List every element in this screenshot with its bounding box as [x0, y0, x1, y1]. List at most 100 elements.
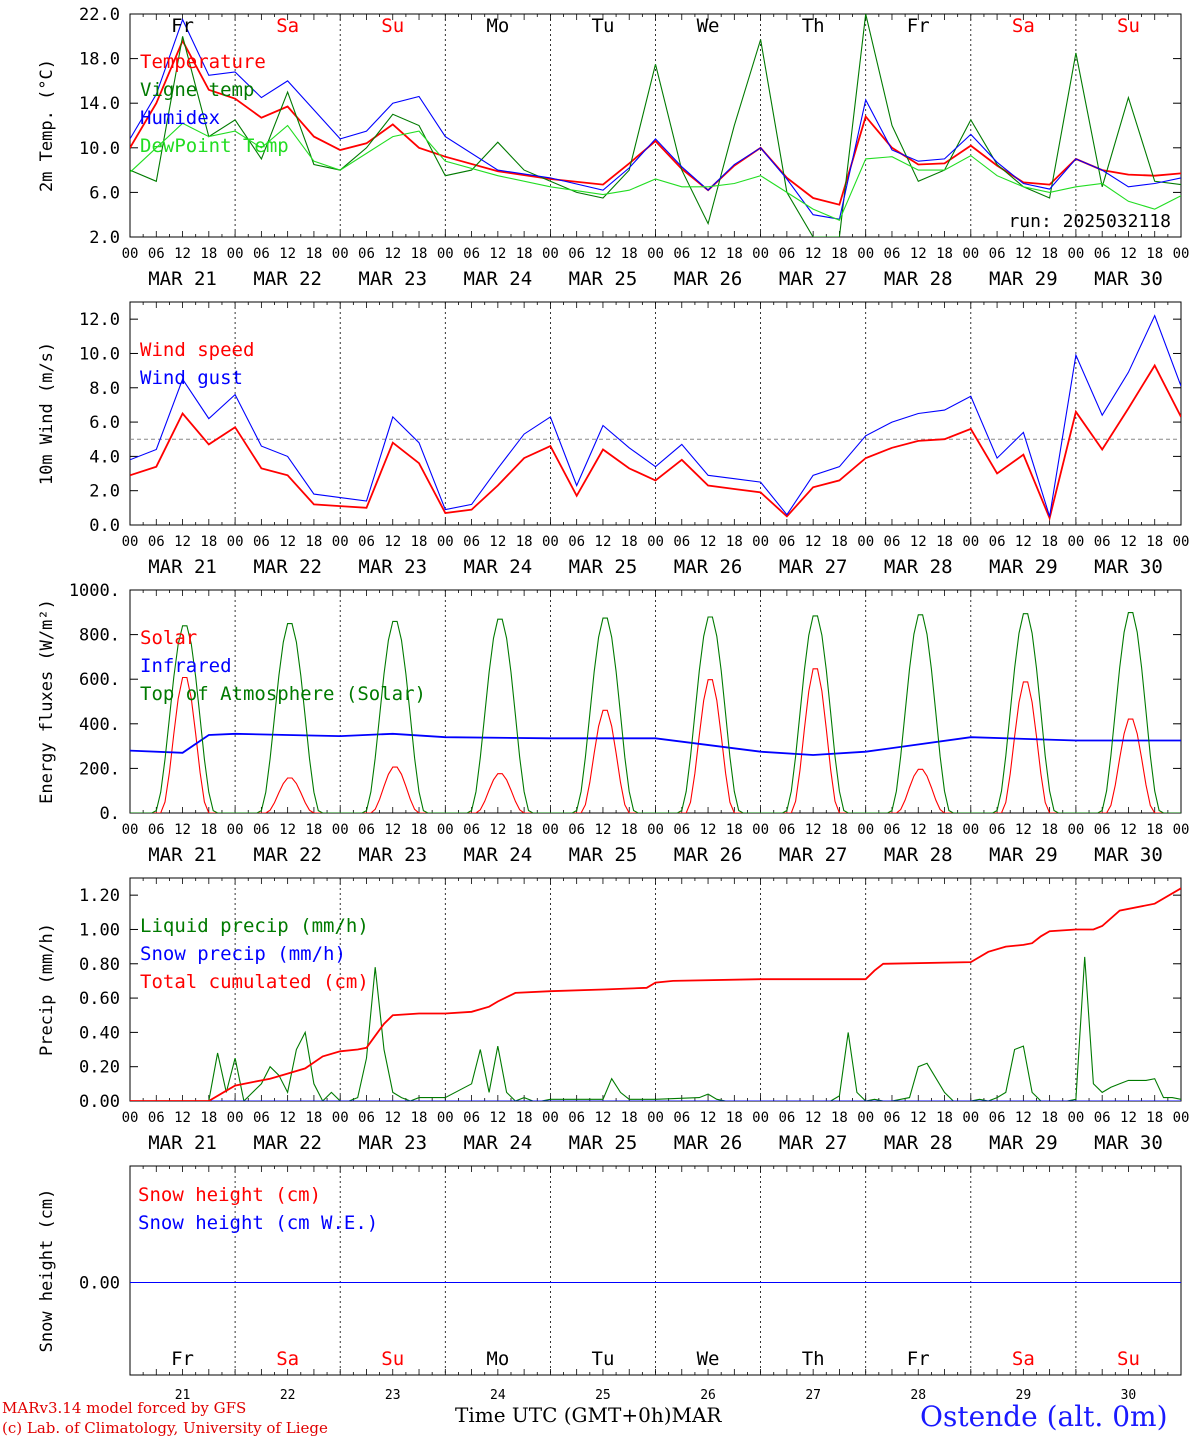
legend-entry: Total cumulated (cm) [140, 971, 369, 993]
hour-label: 12 [805, 1110, 822, 1126]
hour-label: 12 [595, 534, 612, 550]
date-label: MAR 24 [464, 844, 533, 866]
hour-label: 12 [595, 822, 612, 838]
hour-label: 18 [621, 246, 638, 262]
series-line-wind-gust [130, 314, 1181, 517]
weekday-label: Sa [1012, 1348, 1035, 1370]
y-tick-label: 10.0 [79, 344, 120, 364]
panel-3: 0. 200. 400. 600. 800. 1000. Energy fluxes (W/… [37, 581, 1189, 866]
hour-label: 06 [148, 534, 165, 550]
legend-entry: Infrared [140, 655, 232, 677]
hour-label: 12 [910, 1110, 927, 1126]
hour-label: 06 [778, 1110, 795, 1126]
hour-label: 00 [332, 1110, 349, 1126]
hour-label: 12 [1015, 246, 1032, 262]
credit-line-1: MARv3.14 model forced by GFS [2, 1399, 247, 1417]
series-line-solar [130, 668, 1181, 813]
hour-label: 12 [279, 822, 296, 838]
date-label: MAR 27 [779, 556, 848, 578]
day-number-label: 23 [385, 1388, 401, 1403]
hour-label: 18 [516, 1110, 533, 1126]
hour-label: 06 [884, 246, 901, 262]
x-axis-title: Time UTC (GMT+0h)MAR [455, 1403, 722, 1427]
y-tick-label: 2.0 [89, 228, 120, 248]
y-tick-label: 0.00 [79, 1274, 120, 1294]
hour-label: 00 [437, 822, 454, 838]
date-label: MAR 23 [358, 268, 427, 290]
date-label: MAR 26 [674, 556, 743, 578]
y-tick-label: 22.0 [79, 5, 120, 25]
hour-label: 00 [227, 1110, 244, 1126]
model-credit: MARv3.14 model forced by GFS (c) Lab. of… [2, 1398, 328, 1438]
hour-label: 06 [778, 246, 795, 262]
weekday-label: Sa [276, 15, 299, 37]
legend-entry: Wind speed [140, 339, 254, 361]
hour-label: 12 [174, 246, 191, 262]
weekday-label: Mo [486, 15, 509, 37]
weekday-label: Fr [907, 15, 930, 37]
legend-entry: Liquid precip (mm/h) [140, 915, 369, 937]
hour-label: 06 [884, 1110, 901, 1126]
hour-label: 06 [148, 246, 165, 262]
hour-label: 06 [989, 822, 1006, 838]
weekday-label: Th [802, 1348, 825, 1370]
series-line-top-of-atmosphere-solar- [130, 612, 1181, 813]
hour-label: 06 [568, 822, 585, 838]
hour-label: 06 [568, 1110, 585, 1126]
weekday-label: We [697, 15, 720, 37]
weekday-label: Fr [171, 1348, 194, 1370]
hour-label: 12 [279, 246, 296, 262]
weekday-label: Th [802, 15, 825, 37]
hour-label: 18 [411, 534, 428, 550]
weekday-label: Su [1117, 1348, 1140, 1370]
hour-label: 06 [673, 822, 690, 838]
legend-entry: Temperature [140, 51, 266, 73]
hour-label: 12 [805, 246, 822, 262]
date-label: MAR 25 [569, 556, 638, 578]
hour-label: 00 [752, 246, 769, 262]
legend-entry: Humidex [140, 107, 220, 129]
hour-label: 06 [253, 246, 270, 262]
hour-label: 18 [305, 246, 322, 262]
weekday-label: Su [1117, 15, 1140, 37]
hour-label: 06 [358, 534, 375, 550]
hour-label: 18 [516, 534, 533, 550]
y-tick-label: 0. [100, 804, 120, 824]
panel-1: 2.0 6.0 10.0 14.0 18.0 22.0 2m Temp. (°C) Tempe… [37, 5, 1189, 290]
hour-label: 12 [489, 822, 506, 838]
hour-label: 00 [437, 246, 454, 262]
hour-label: 18 [831, 246, 848, 262]
date-label: MAR 28 [884, 268, 953, 290]
hour-label: 06 [1094, 534, 1111, 550]
hour-label: 00 [1067, 246, 1084, 262]
date-label: MAR 21 [148, 268, 217, 290]
hour-label: 00 [122, 822, 139, 838]
hour-label: 18 [621, 1110, 638, 1126]
hour-label: 12 [700, 534, 717, 550]
hour-label: 12 [700, 246, 717, 262]
hour-label: 12 [805, 822, 822, 838]
hour-label: 12 [1120, 534, 1137, 550]
date-label: MAR 22 [253, 1132, 322, 1154]
weekday-label: Su [381, 15, 404, 37]
y-axis-label: Snow height (cm) [37, 1189, 57, 1353]
date-label: MAR 23 [358, 1132, 427, 1154]
date-label: MAR 27 [779, 268, 848, 290]
weekday-label: Fr [171, 15, 194, 37]
hour-label: 00 [227, 246, 244, 262]
hour-label: 18 [411, 1110, 428, 1126]
date-label: MAR 25 [569, 1132, 638, 1154]
hour-label: 18 [726, 534, 743, 550]
date-label: MAR 25 [569, 844, 638, 866]
legend-entry: Snow precip (mm/h) [140, 943, 346, 965]
hour-label: 00 [1067, 534, 1084, 550]
date-label: MAR 24 [464, 1132, 533, 1154]
date-label: MAR 24 [464, 556, 533, 578]
hour-label: 12 [279, 534, 296, 550]
legend-entry: Vigne temp [140, 79, 254, 101]
hour-label: 12 [700, 822, 717, 838]
series-line-liquid-precip-mm-h- [130, 956, 1181, 1101]
hour-label: 12 [910, 534, 927, 550]
hour-label: 06 [1094, 246, 1111, 262]
hour-label: 18 [831, 822, 848, 838]
